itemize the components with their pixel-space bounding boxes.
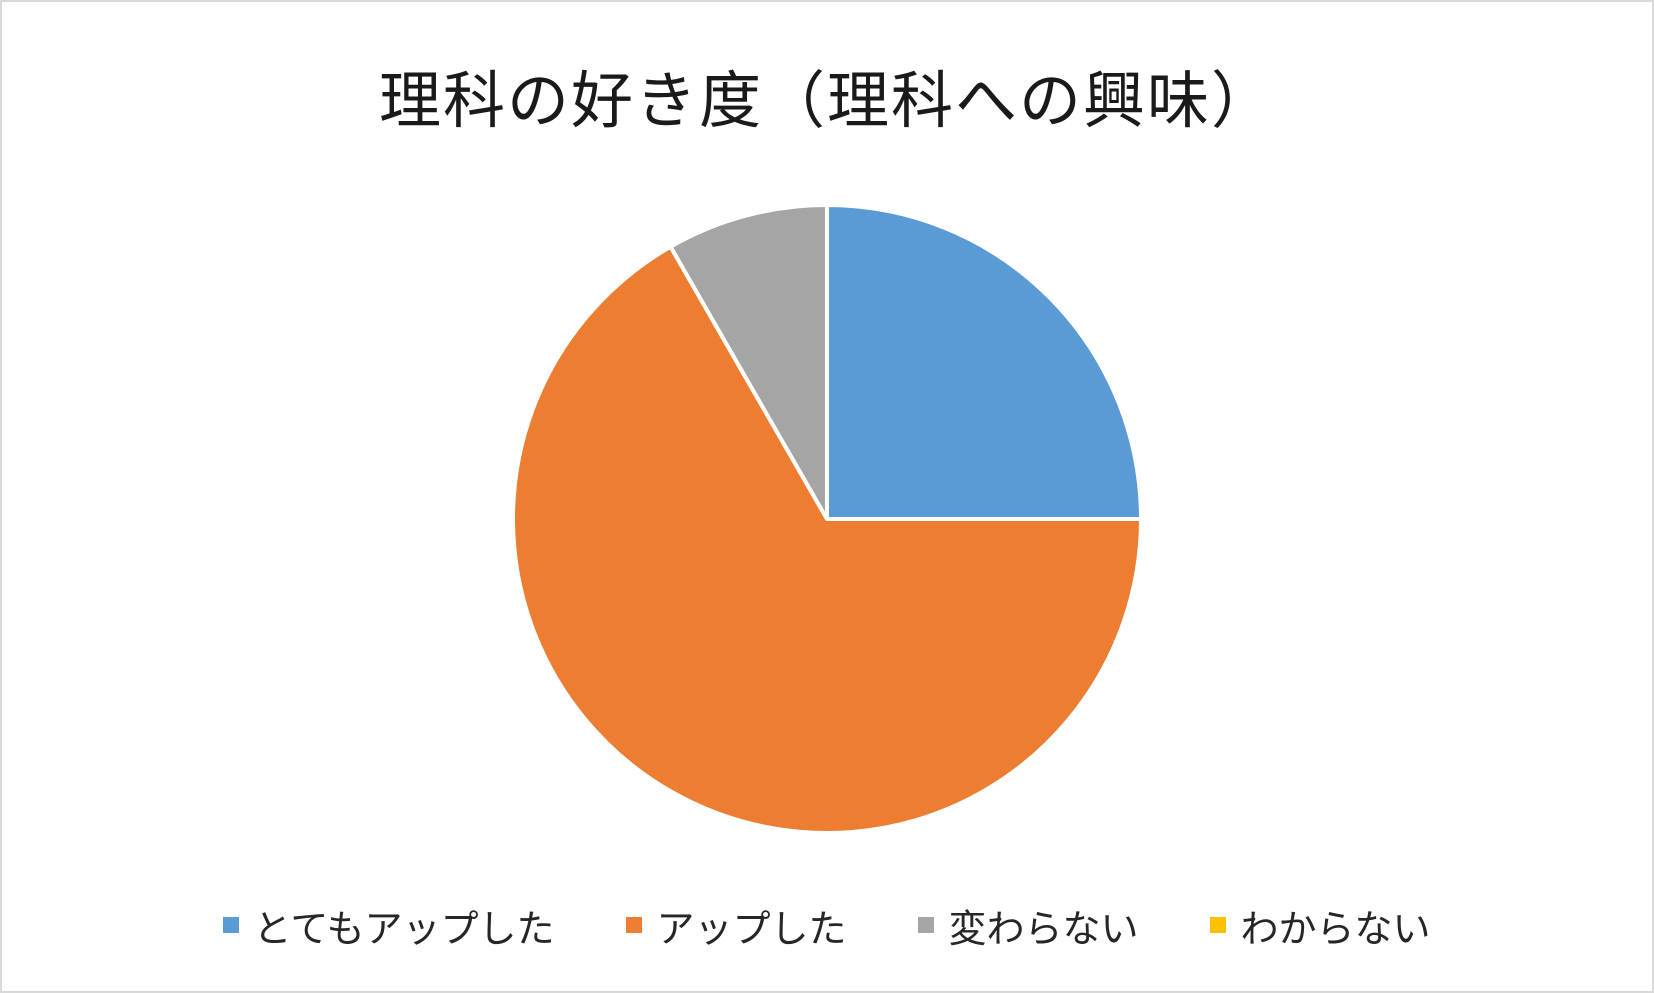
pie-slice-very-up [825, 203, 1143, 521]
legend-label-unknown: わからない [1240, 906, 1431, 951]
legend-label-very-up: とてもアップした [253, 906, 555, 951]
pie-slice-unchanged [668, 203, 829, 521]
legend-label-unchanged: 変わらない [948, 906, 1139, 951]
legend-swatch-unchanged [918, 917, 935, 933]
legend-item-up: アップした [626, 898, 846, 953]
legend-label-up: アップした [656, 906, 847, 951]
legend-item-very-up: とてもアップした [223, 898, 554, 953]
pie-slices [511, 203, 1143, 835]
legend-swatch-up [626, 917, 643, 933]
legend-item-unchanged: 変わらない [918, 898, 1138, 953]
pie-slice-up [511, 244, 1143, 835]
legend-item-unknown: わからない [1210, 898, 1431, 953]
legend: とてもアップした アップした 変わらない わからない [2, 897, 1652, 953]
legend-swatch-unknown [1210, 917, 1227, 933]
chart-title: 理科の好き度（理科への興味） [378, 64, 1275, 137]
legend-swatch-very-up [223, 917, 240, 933]
